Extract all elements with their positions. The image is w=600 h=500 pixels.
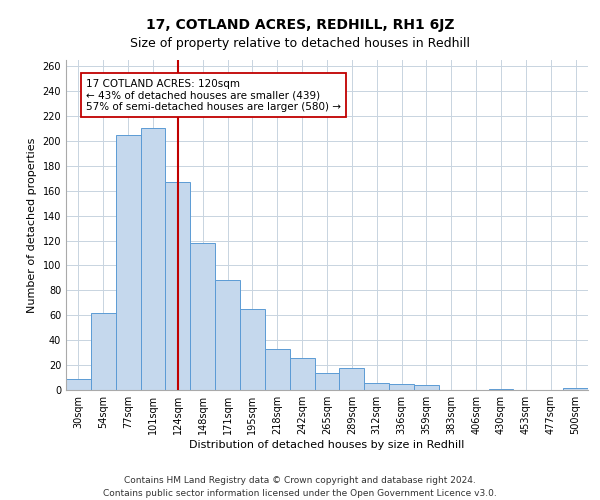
- Bar: [414, 385, 439, 390]
- Bar: [116, 134, 140, 390]
- Text: 17, COTLAND ACRES, REDHILL, RH1 6JZ: 17, COTLAND ACRES, REDHILL, RH1 6JZ: [146, 18, 454, 32]
- Bar: [314, 372, 340, 390]
- Bar: [215, 280, 240, 390]
- Bar: [91, 313, 116, 390]
- X-axis label: Distribution of detached houses by size in Redhill: Distribution of detached houses by size …: [190, 440, 464, 450]
- Bar: [190, 243, 215, 390]
- Bar: [265, 349, 290, 390]
- Bar: [563, 388, 588, 390]
- Text: 17 COTLAND ACRES: 120sqm
← 43% of detached houses are smaller (439)
57% of semi-: 17 COTLAND ACRES: 120sqm ← 43% of detach…: [86, 78, 341, 112]
- Bar: [240, 309, 265, 390]
- Bar: [340, 368, 364, 390]
- Bar: [364, 382, 389, 390]
- Text: Size of property relative to detached houses in Redhill: Size of property relative to detached ho…: [130, 38, 470, 51]
- Text: Contains HM Land Registry data © Crown copyright and database right 2024.
Contai: Contains HM Land Registry data © Crown c…: [103, 476, 497, 498]
- Bar: [488, 389, 514, 390]
- Bar: [290, 358, 314, 390]
- Bar: [140, 128, 166, 390]
- Bar: [389, 384, 414, 390]
- Bar: [166, 182, 190, 390]
- Y-axis label: Number of detached properties: Number of detached properties: [27, 138, 37, 312]
- Bar: [66, 379, 91, 390]
